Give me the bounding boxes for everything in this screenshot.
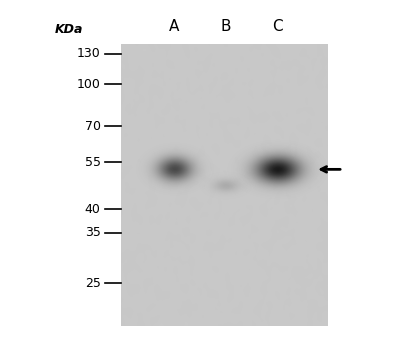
Text: 100: 100: [77, 78, 101, 91]
Text: 25: 25: [85, 277, 101, 290]
Text: 70: 70: [85, 119, 101, 132]
Text: B: B: [220, 19, 231, 34]
Text: C: C: [272, 19, 283, 34]
FancyBboxPatch shape: [120, 45, 327, 327]
Text: 130: 130: [77, 47, 101, 60]
Text: 35: 35: [85, 226, 101, 239]
Text: 40: 40: [85, 203, 101, 215]
Text: 55: 55: [85, 156, 101, 169]
Text: KDa: KDa: [55, 23, 83, 36]
Text: A: A: [169, 19, 179, 34]
